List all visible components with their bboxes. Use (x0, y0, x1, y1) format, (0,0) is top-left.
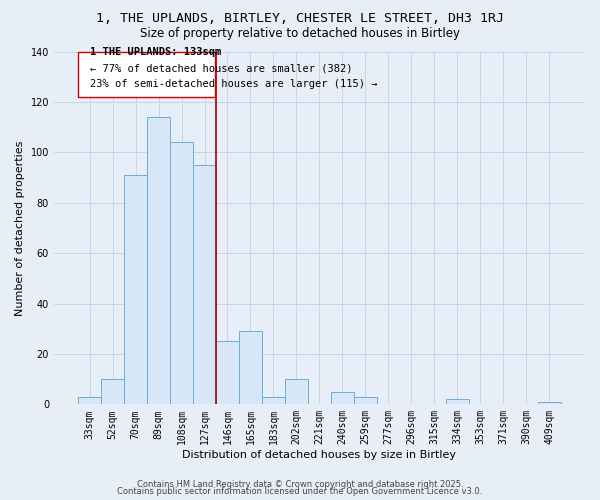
Bar (193, 165, 216, 404)
Text: 23% of semi-detached houses are larger (115) →: 23% of semi-detached houses are larger (… (89, 79, 377, 89)
FancyBboxPatch shape (78, 52, 215, 97)
Text: Contains public sector information licensed under the Open Government Licence v3: Contains public sector information licen… (118, 488, 482, 496)
Text: 1, THE UPLANDS, BIRTLEY, CHESTER LE STREET, DH3 1RJ: 1, THE UPLANDS, BIRTLEY, CHESTER LE STRE… (96, 12, 504, 26)
Bar (147, 117, 170, 405)
Bar (78, 397, 101, 404)
Bar (354, 397, 377, 404)
Bar (446, 400, 469, 404)
Bar (331, 392, 354, 404)
Bar (538, 402, 561, 404)
Bar (239, 331, 262, 404)
Y-axis label: Number of detached properties: Number of detached properties (15, 140, 25, 316)
Text: ← 77% of detached houses are smaller (382): ← 77% of detached houses are smaller (38… (89, 64, 352, 74)
Text: 1 THE UPLANDS: 133sqm: 1 THE UPLANDS: 133sqm (89, 48, 221, 58)
Bar (101, 379, 124, 404)
Text: Contains HM Land Registry data © Crown copyright and database right 2025.: Contains HM Land Registry data © Crown c… (137, 480, 463, 489)
Bar (124, 175, 147, 404)
Bar (262, 397, 285, 404)
Bar (285, 379, 308, 404)
Text: Size of property relative to detached houses in Birtley: Size of property relative to detached ho… (140, 28, 460, 40)
Bar (170, 142, 193, 405)
X-axis label: Distribution of detached houses by size in Birtley: Distribution of detached houses by size … (182, 450, 457, 460)
Bar (216, 342, 239, 404)
